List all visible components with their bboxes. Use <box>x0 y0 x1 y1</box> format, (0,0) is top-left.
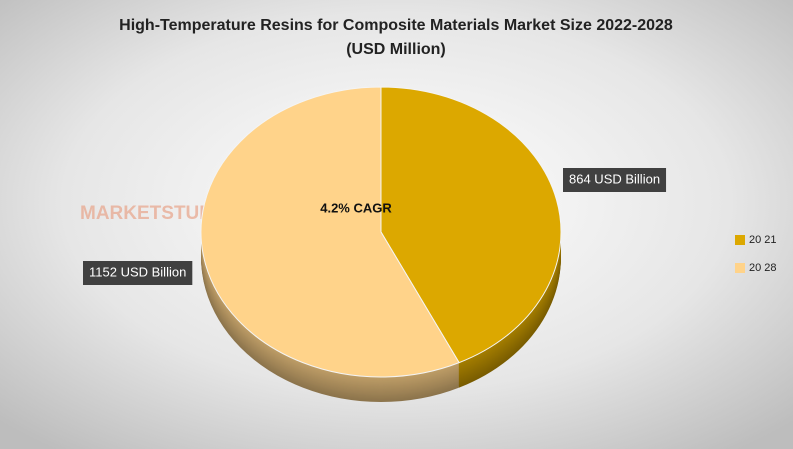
data-label: 864 USD Billion <box>563 168 667 192</box>
legend-label: 20 28 <box>749 262 777 274</box>
pie-slice <box>380 86 562 364</box>
legend-label: 20 21 <box>749 234 777 246</box>
data-label-box <box>563 168 667 192</box>
legend-swatch <box>735 235 745 245</box>
pie-slice <box>200 86 460 378</box>
data-label-text: 1152 USD Billion <box>89 264 186 279</box>
data-label: 1152 USD Billion <box>83 261 193 285</box>
data-label-box <box>83 261 193 285</box>
legend-swatch <box>735 263 745 273</box>
pie <box>200 86 562 402</box>
annotation: 4.2% CAGR <box>320 200 392 215</box>
legend: 20 21 20 28 <box>735 234 777 274</box>
chart-subtitle: (USD Million) <box>346 41 446 58</box>
data-labels: 864 USD Billion 1152 USD Billion <box>83 168 667 285</box>
chart-title: High-Temperature Resins for Composite Ma… <box>119 17 673 34</box>
data-label-text: 864 USD Billion <box>569 171 660 186</box>
